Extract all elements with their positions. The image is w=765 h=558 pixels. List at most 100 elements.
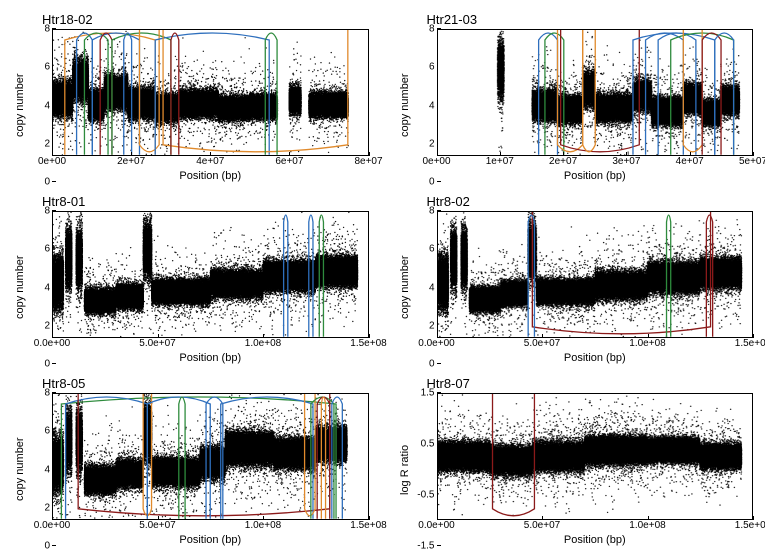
x-tick-label: 0e+00 bbox=[38, 156, 66, 167]
x-axis-label: Position (bp) bbox=[52, 352, 369, 364]
x-tick-mark bbox=[158, 334, 159, 338]
y-axis-label: copy number bbox=[12, 393, 28, 546]
plot-area bbox=[437, 29, 754, 156]
x-tick-label: 6e+07 bbox=[275, 156, 303, 167]
arc bbox=[702, 33, 721, 155]
x-tick-mark bbox=[131, 152, 132, 156]
panel-title: Htr8-01 bbox=[42, 194, 369, 209]
chart-grid: Htr18-02 copy number024680e+002e+074e+076… bbox=[12, 12, 753, 546]
panel-title: Htr8-02 bbox=[427, 194, 754, 209]
x-tick-mark bbox=[437, 334, 438, 338]
y-tick-label: 2 bbox=[429, 138, 435, 149]
y-tick-mark bbox=[437, 545, 441, 546]
plot-wrap: copy number024680.0e+005.0e+071.0e+081.5… bbox=[397, 211, 754, 364]
x-axis: 0.0e+005.0e+071.0e+081.5e+08 bbox=[52, 338, 369, 352]
y-tick-label: 4 bbox=[429, 100, 435, 111]
y-tick-label: 6 bbox=[429, 62, 435, 73]
plot-wrap: copy number024680.0e+005.0e+071.0e+081.5… bbox=[12, 211, 369, 364]
chart-panel: Htr8-07log R ratio-1.5-0.50.51.50.0e+005… bbox=[397, 376, 754, 546]
arc bbox=[163, 30, 348, 152]
y-tick-mark bbox=[52, 545, 56, 546]
plot-area bbox=[52, 393, 369, 520]
chart-panel: Htr8-02 copy number024680.0e+005.0e+071.0… bbox=[397, 194, 754, 364]
x-tick-mark bbox=[437, 516, 438, 520]
chart-panel: Htr8-01copy number024680.0e+005.0e+071.0… bbox=[12, 194, 369, 364]
plot-area bbox=[52, 29, 369, 156]
x-tick-mark bbox=[753, 516, 754, 520]
x-tick-mark bbox=[369, 334, 370, 338]
arc bbox=[532, 212, 710, 334]
x-tick-label: 5.0e+07 bbox=[139, 338, 175, 349]
x-tick-label: 1.5e+08 bbox=[350, 338, 386, 349]
arc bbox=[84, 33, 108, 155]
arcs-layer bbox=[53, 30, 367, 155]
arc bbox=[317, 397, 330, 519]
x-tick-label: 1.5e+08 bbox=[350, 520, 386, 531]
arc bbox=[658, 33, 696, 155]
arc bbox=[309, 215, 313, 337]
chart-panel: Htr18-02 copy number024680e+002e+074e+076… bbox=[12, 12, 369, 182]
x-tick-mark bbox=[210, 152, 211, 156]
plot-wrap: copy number024680.0e+005.0e+071.0e+081.5… bbox=[12, 393, 369, 546]
panel-title: Htr18-02 bbox=[42, 12, 369, 27]
arc bbox=[284, 215, 288, 337]
arc bbox=[683, 30, 702, 152]
plot-wrap: copy number024680e+002e+074e+076e+078e+0… bbox=[12, 29, 369, 182]
arc bbox=[666, 215, 670, 337]
y-tick-label: 4 bbox=[44, 282, 50, 293]
arc bbox=[221, 397, 313, 519]
arc bbox=[65, 33, 155, 155]
y-tick-label: 2 bbox=[44, 502, 50, 513]
arc bbox=[311, 397, 334, 519]
y-tick-label: 6 bbox=[44, 426, 50, 437]
plot-area bbox=[437, 393, 754, 520]
arc bbox=[492, 394, 534, 516]
y-tick-label: 4 bbox=[44, 464, 50, 475]
chart-panel: Htr8-05copy number024680.0e+005.0e+071.0… bbox=[12, 376, 369, 546]
chart-panel: Htr21-03copy number024680e+001e+072e+073… bbox=[397, 12, 754, 182]
x-axis-label: Position (bp) bbox=[437, 534, 754, 546]
x-tick-label: 5.0e+07 bbox=[139, 520, 175, 531]
y-tick-mark bbox=[52, 181, 56, 182]
arc bbox=[171, 33, 179, 155]
x-tick-mark bbox=[500, 152, 501, 156]
y-tick-label: 0 bbox=[44, 359, 50, 370]
arc bbox=[155, 33, 269, 155]
x-tick-mark bbox=[753, 334, 754, 338]
x-tick-label: 1.5e+08 bbox=[735, 338, 765, 349]
panel-title: Htr8-05 bbox=[42, 376, 369, 391]
y-axis-label: copy number bbox=[397, 211, 413, 364]
y-tick-label: 0 bbox=[44, 541, 50, 552]
plot-column: 0e+001e+072e+073e+074e+075e+07Position (… bbox=[437, 29, 754, 182]
x-tick-label: 1.5e+08 bbox=[735, 520, 765, 531]
x-tick-label: 5.0e+07 bbox=[524, 520, 560, 531]
arc bbox=[706, 215, 712, 337]
y-tick-label: 2 bbox=[44, 320, 50, 331]
y-tick-label: -0.5 bbox=[417, 490, 434, 501]
arc bbox=[582, 30, 595, 152]
y-axis-label: copy number bbox=[397, 29, 413, 182]
x-axis: 0e+001e+072e+073e+074e+075e+07 bbox=[437, 156, 754, 170]
x-axis-label: Position (bp) bbox=[437, 170, 754, 182]
y-tick-label: 0 bbox=[44, 177, 50, 188]
arc bbox=[61, 397, 336, 519]
plot-column: 0.0e+005.0e+071.0e+081.5e+08Position (bp… bbox=[52, 393, 369, 546]
x-tick-label: 8e+07 bbox=[354, 156, 382, 167]
x-axis: 0.0e+005.0e+071.0e+081.5e+08 bbox=[52, 520, 369, 534]
x-tick-mark bbox=[52, 334, 53, 338]
x-tick-label: 0.0e+00 bbox=[418, 520, 454, 531]
x-tick-mark bbox=[437, 152, 438, 156]
arc bbox=[92, 33, 139, 155]
x-tick-mark bbox=[289, 152, 290, 156]
y-tick-label: 8 bbox=[429, 206, 435, 217]
arc bbox=[560, 30, 639, 152]
x-tick-label: 3e+07 bbox=[612, 156, 640, 167]
x-axis: 0.0e+005.0e+071.0e+081.5e+08 bbox=[437, 520, 754, 534]
x-tick-mark bbox=[52, 152, 53, 156]
arc bbox=[265, 33, 277, 155]
x-tick-mark bbox=[263, 334, 264, 338]
y-tick-mark bbox=[437, 363, 441, 364]
y-tick-label: 0 bbox=[429, 177, 435, 188]
y-tick-label: 8 bbox=[44, 24, 50, 35]
arcs-layer bbox=[53, 394, 367, 519]
